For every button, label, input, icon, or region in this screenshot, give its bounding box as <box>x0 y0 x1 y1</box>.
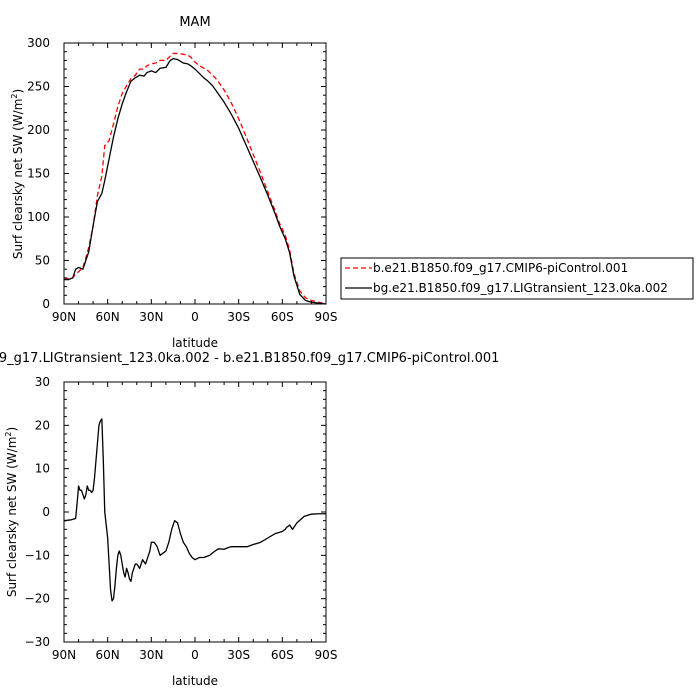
top-series-group <box>63 52 327 305</box>
top-x-tick-label: 60N <box>96 310 120 324</box>
top-chart-legend: b.e21.B1850.f09_g17.CMIP6-piControl.001 … <box>340 257 694 300</box>
bottom-x-tick-label: 60N <box>96 648 120 662</box>
top-x-tick-label: 90N <box>52 310 76 324</box>
bottom-x-axis-label: latitude <box>172 674 218 688</box>
bottom-y-tick-label: −30 <box>25 635 50 649</box>
top-y-tick-label: 150 <box>27 167 50 181</box>
top-y-tick-label: 300 <box>27 36 50 50</box>
bottom-series-line-0 <box>63 418 326 602</box>
top-x-tick-label: 30S <box>227 310 250 324</box>
top-chart: MAM 90N 60N 30N 0 30S 60S 90S 0 50 100 150 200 250 3… <box>10 15 337 350</box>
top-y-ticks: 0 50 100 150 200 250 300 <box>27 36 326 311</box>
bottom-y-tick-label: 30 <box>35 375 50 389</box>
bottom-x-tick-label: 0 <box>191 648 199 662</box>
top-plot-frame <box>63 42 327 305</box>
bottom-y-tick-label: 20 <box>35 418 50 432</box>
top-x-tick-label: 60S <box>271 310 294 324</box>
legend-box <box>340 257 694 300</box>
bottom-y-axis-label: Surf clearsky net SW (W/m2) <box>4 427 19 597</box>
bottom-y-tick-label: 10 <box>35 462 50 476</box>
bottom-chart: bg.e21.B1850.f09_g17.LIGtransient_123.0k… <box>0 351 499 688</box>
top-y-tick-label: 0 <box>42 297 50 311</box>
bottom-y-tick-label: 0 <box>42 505 50 519</box>
top-x-tick-label: 90S <box>315 310 338 324</box>
top-chart-title: MAM <box>179 15 210 30</box>
bottom-x-tick-label: 30S <box>227 648 250 662</box>
top-y-tick-label: 100 <box>27 210 50 224</box>
bottom-y-tick-label: −10 <box>25 548 50 562</box>
bottom-series-group <box>63 418 326 602</box>
top-y-tick-label: 200 <box>27 123 50 137</box>
legend-label-picontrol: b.e21.B1850.f09_g17.CMIP6-piControl.001 <box>373 261 628 275</box>
top-x-tick-label: 0 <box>191 310 199 324</box>
top-series-line-1 <box>64 58 327 305</box>
bottom-x-tick-label: 30N <box>139 648 163 662</box>
top-y-axis-label: Surf clearsky net SW (W/m2) <box>10 89 25 259</box>
top-x-ticks: 90N 60N 30N 0 30S 60S 90S <box>52 43 338 324</box>
legend-label-ligtransient: bg.e21.B1850.f09_g17.LIGtransient_123.0k… <box>373 281 668 295</box>
top-x-axis-label: latitude <box>172 336 218 350</box>
top-x-tick-label: 30N <box>139 310 163 324</box>
bottom-x-tick-label: 90N <box>52 648 76 662</box>
bottom-plot-frame <box>63 381 327 643</box>
bottom-y-tick-label: −20 <box>25 592 50 606</box>
bottom-x-tick-label: 60S <box>271 648 294 662</box>
bottom-x-tick-label: 90S <box>315 648 338 662</box>
bottom-x-ticks: 90N 60N 30N 0 30S 60S 90S <box>52 382 338 662</box>
top-series-line-0 <box>63 52 327 305</box>
bottom-chart-title: bg.e21.B1850.f09_g17.LIGtransient_123.0k… <box>0 351 499 366</box>
top-y-tick-label: 250 <box>27 80 50 94</box>
top-y-tick-label: 50 <box>35 254 50 268</box>
bottom-y-ticks: −30 −20 −10 0 10 20 30 <box>25 375 326 649</box>
